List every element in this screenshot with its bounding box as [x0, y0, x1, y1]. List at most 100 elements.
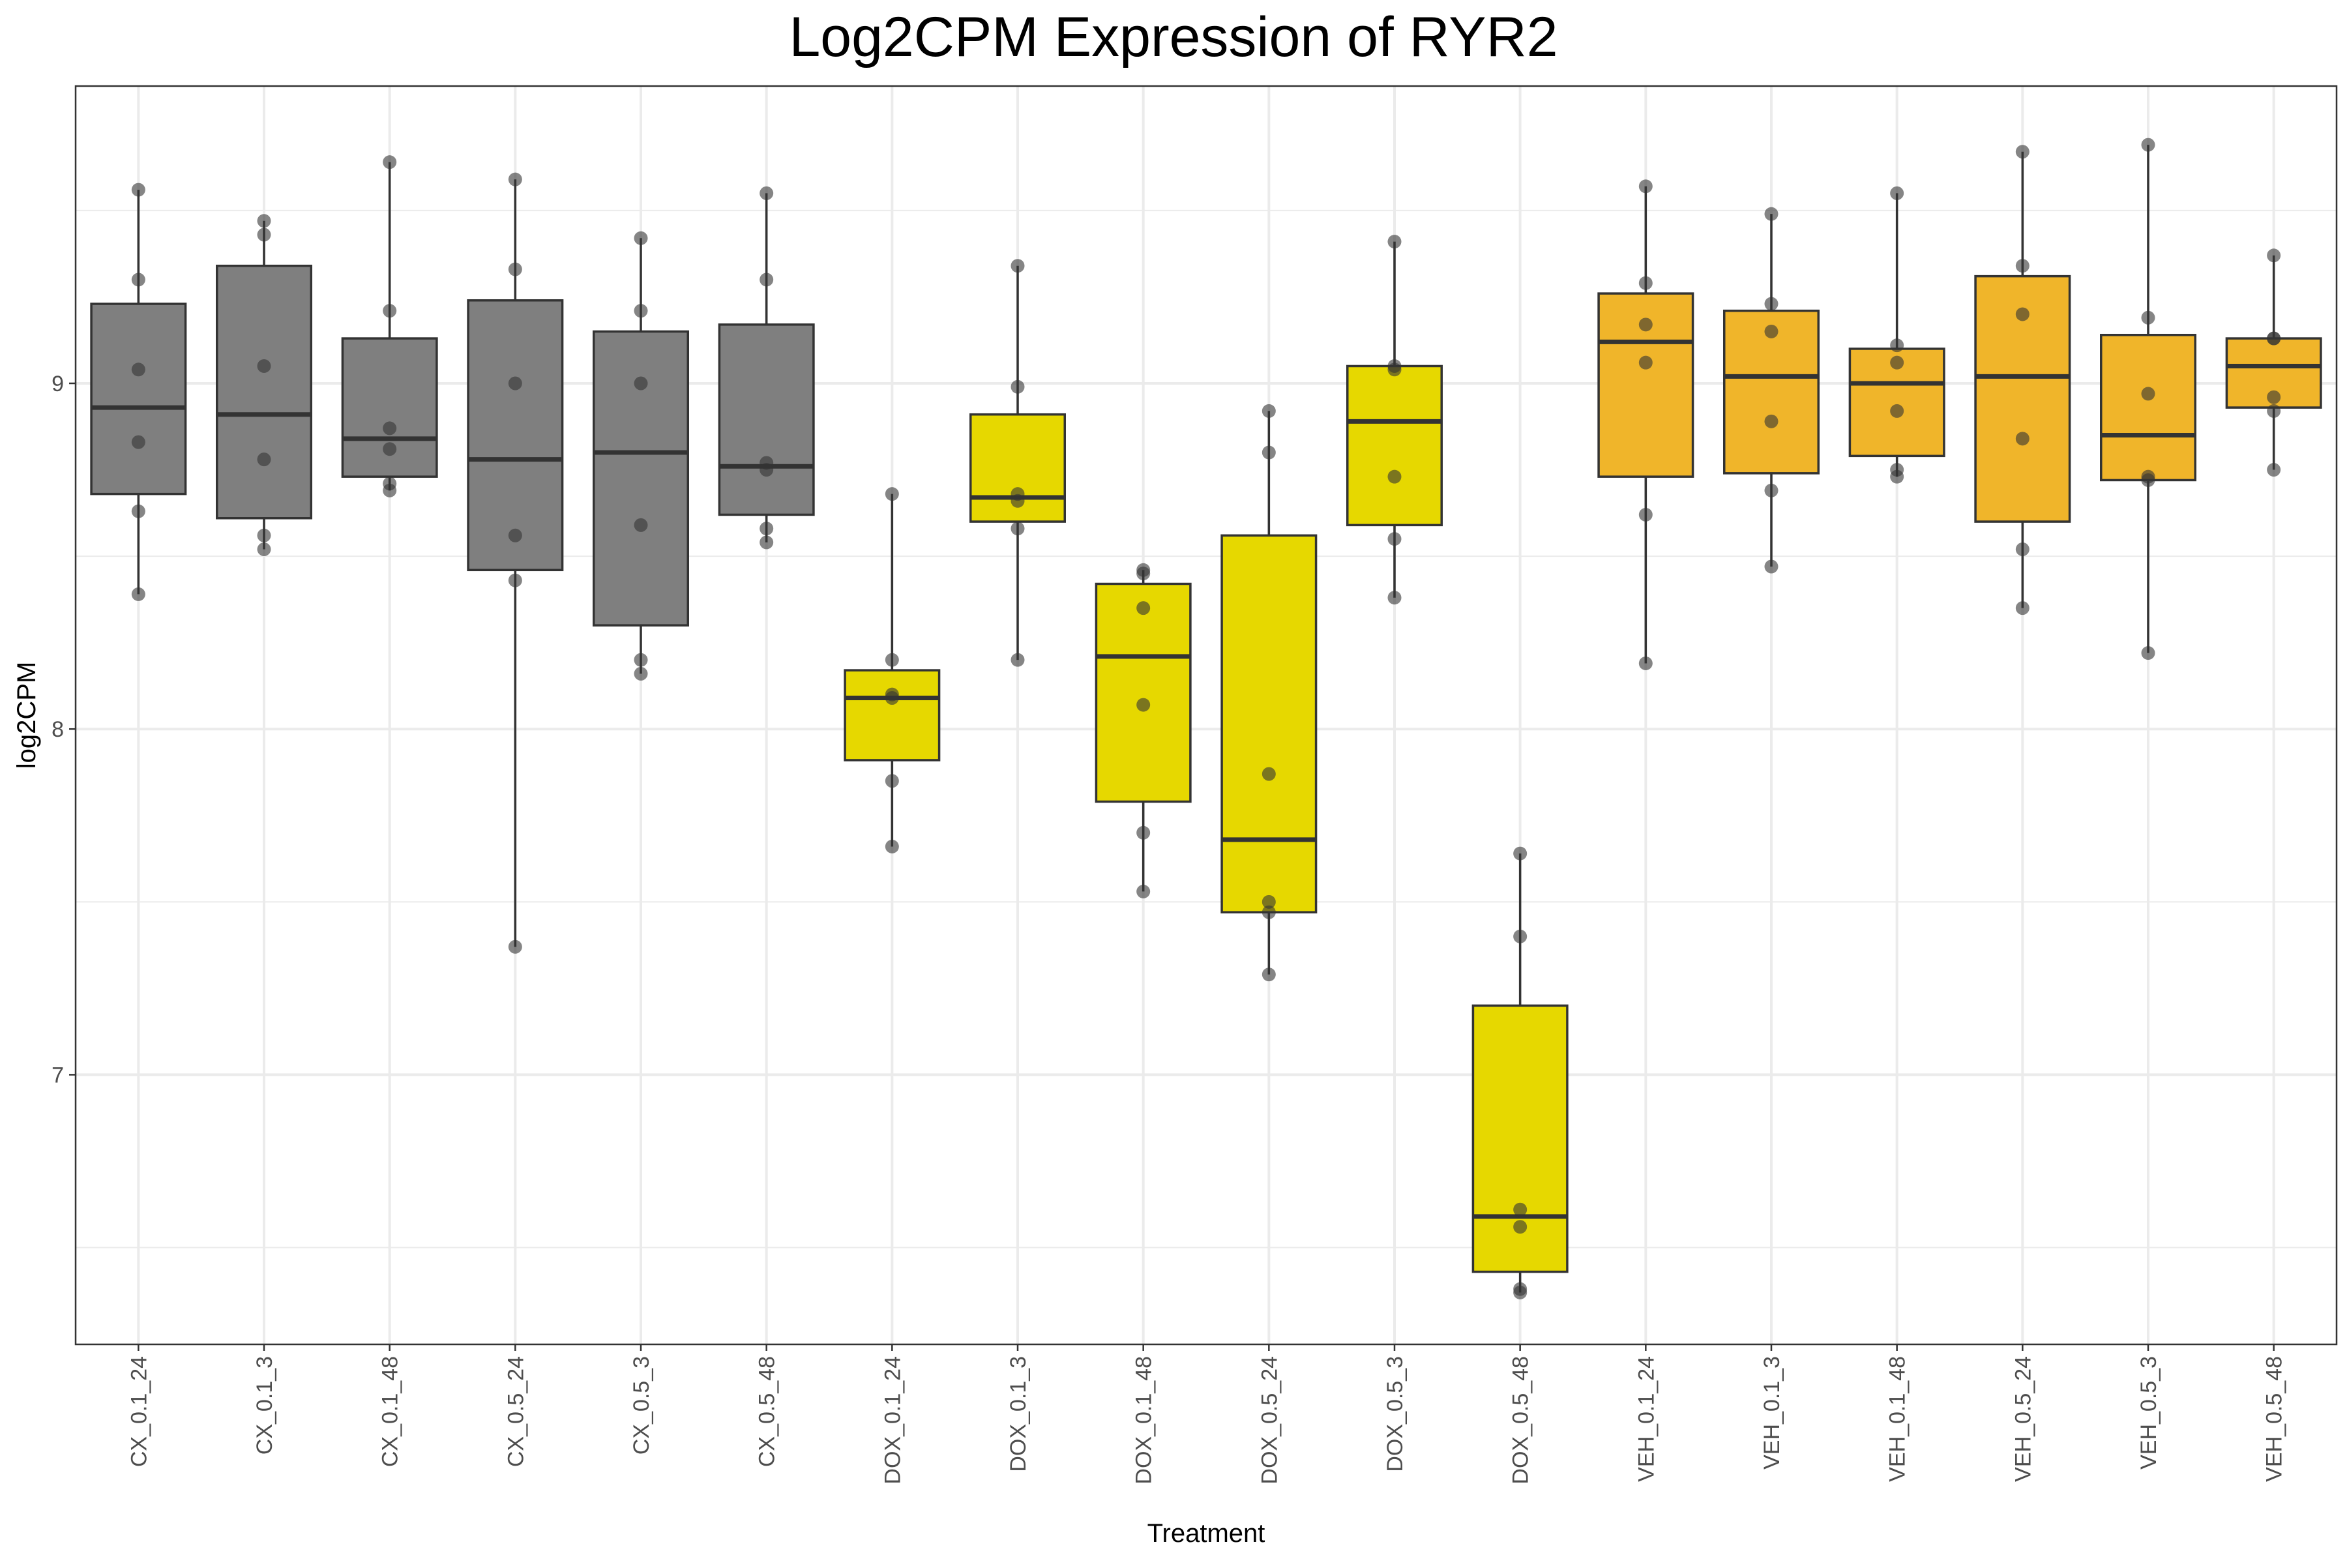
data-point: [2267, 463, 2281, 477]
data-point: [383, 421, 397, 436]
data-point: [2267, 390, 2281, 404]
data-point: [1136, 567, 1151, 581]
data-point: [2267, 404, 2281, 418]
data-point: [2141, 310, 2155, 325]
box-body: [844, 669, 941, 762]
data-point: [383, 442, 397, 456]
data-point: [1890, 186, 1904, 200]
data-point: [2015, 542, 2030, 556]
data-point: [1764, 559, 1779, 574]
data-point: [1513, 846, 1528, 861]
box-body: [341, 337, 438, 478]
box-DOX_0.1_3: [969, 265, 1066, 660]
data-point: [131, 362, 145, 377]
data-point: [131, 273, 145, 287]
data-point: [383, 304, 397, 318]
x-tick-label: DOX_0.5_3: [1383, 1356, 1408, 1472]
data-point: [2015, 432, 2030, 446]
data-point: [885, 774, 899, 788]
y-tick-label: 9: [52, 372, 64, 396]
data-point: [760, 186, 774, 200]
y-axis-title: log2CPM: [12, 662, 41, 769]
data-point: [1136, 698, 1151, 712]
x-axis: CX_0.1_24 CX_0.1_3 CX_0.1_48 CX_0.5_24 CX_0.…: [126, 1344, 2287, 1485]
box-DOX_0.5_24: [1220, 411, 1318, 975]
box-CX_0.5_48: [718, 193, 815, 542]
data-point: [1513, 1285, 1528, 1299]
box-DOX_0.1_48: [1095, 570, 1192, 892]
data-point: [760, 463, 774, 477]
data-point: [885, 839, 899, 853]
data-point: [1890, 404, 1904, 418]
data-point: [257, 542, 271, 556]
point-layer: [131, 138, 2281, 1299]
data-point: [760, 522, 774, 536]
panel-border: [74, 85, 2338, 1346]
data-point: [508, 262, 522, 276]
data-point: [257, 228, 271, 242]
data-point: [1638, 318, 1653, 332]
y-tick-label: 8: [52, 717, 64, 742]
data-point: [508, 939, 522, 954]
data-point: [508, 528, 522, 542]
data-point: [2015, 601, 2030, 615]
x-tick-label: VEH_0.5_3: [2136, 1356, 2161, 1470]
x-tick-label: DOX_0.1_24: [880, 1356, 905, 1485]
data-point: [1387, 362, 1402, 377]
box-body: [593, 330, 689, 627]
x-tick-label: CX_0.5_24: [503, 1356, 528, 1467]
data-point: [1638, 276, 1653, 290]
box-body: [1095, 582, 1192, 803]
data-point: [2141, 138, 2155, 152]
x-tick-label: VEH_0.1_48: [1885, 1356, 1910, 1482]
x-tick-label: VEH_0.5_48: [2262, 1356, 2287, 1482]
data-point: [1011, 522, 1025, 536]
data-point: [1387, 591, 1402, 605]
data-point: [508, 376, 522, 391]
data-point: [885, 690, 899, 705]
data-point: [131, 587, 145, 601]
data-point: [1638, 355, 1653, 370]
data-point: [1262, 404, 1276, 418]
data-point: [1011, 494, 1025, 508]
data-point: [257, 359, 271, 373]
data-point: [257, 528, 271, 542]
x-axis-title: Treatment: [1147, 1519, 1265, 1548]
box-body: [1346, 364, 1443, 527]
data-point: [2141, 387, 2155, 401]
data-point: [634, 376, 648, 391]
data-point: [1262, 905, 1276, 919]
box-CX_0.1_24: [90, 190, 187, 595]
box-body: [718, 323, 815, 516]
box-body: [2100, 334, 2196, 482]
x-tick-label: DOX_0.1_3: [1006, 1356, 1031, 1472]
chart-title: Log2CPM Expression of RYR2: [789, 6, 1557, 68]
x-tick-label: VEH_0.1_24: [1634, 1356, 1659, 1482]
box-body: [467, 299, 564, 572]
data-point: [1011, 379, 1025, 394]
data-point: [1764, 483, 1779, 497]
box-CX_0.1_3: [216, 220, 312, 550]
data-point: [508, 172, 522, 186]
data-point: [634, 666, 648, 681]
data-point: [1638, 179, 1653, 194]
box-VEH_0.5_24: [1974, 151, 2071, 608]
data-point: [2141, 473, 2155, 487]
panel-background: [76, 86, 2337, 1344]
x-tick-label: CX_0.5_3: [629, 1356, 654, 1455]
box-body: [1974, 274, 2071, 523]
data-point: [257, 214, 271, 228]
data-point: [1513, 1202, 1528, 1217]
data-point: [1764, 324, 1779, 338]
grid-layer: [76, 86, 2337, 1344]
data-point: [1890, 355, 1904, 370]
data-point: [508, 573, 522, 587]
data-point: [1638, 507, 1653, 522]
data-point: [1638, 656, 1653, 670]
x-tick-label: CX_0.1_48: [378, 1356, 403, 1467]
x-tick-label: CX_0.5_48: [755, 1356, 780, 1467]
x-tick-label: DOX_0.5_48: [1509, 1356, 1533, 1485]
x-tick-label: DOX_0.5_24: [1257, 1356, 1282, 1485]
box-DOX_0.5_3: [1346, 241, 1443, 598]
